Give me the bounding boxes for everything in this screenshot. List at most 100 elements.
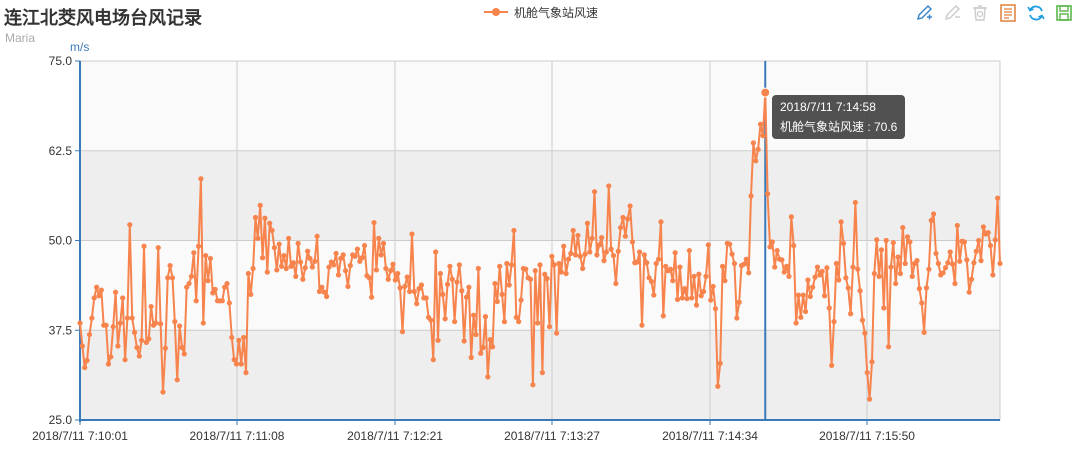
data-point (553, 330, 560, 336)
data-point (942, 265, 949, 271)
data-point (262, 215, 268, 221)
y-tick-label: 75.0 (49, 54, 73, 68)
data-point (613, 280, 619, 287)
data-point (878, 247, 885, 253)
x-tick-label: 2018/7/11 7:11:08 (190, 429, 285, 443)
data-point (243, 370, 249, 376)
data-point (532, 268, 538, 274)
grid-band (80, 330, 1000, 420)
data-point (238, 361, 244, 367)
data-point (840, 240, 847, 246)
data-point (176, 323, 183, 329)
data-point (77, 320, 83, 326)
data-point (120, 295, 126, 301)
data-point (293, 273, 299, 279)
data-point (897, 270, 904, 277)
legend-item[interactable]: 机舱气象站风速 (484, 4, 598, 20)
data-point (518, 297, 524, 303)
data-point (587, 249, 593, 255)
data-point (93, 284, 100, 290)
data-point (727, 241, 733, 247)
data-point (622, 233, 628, 239)
data-point (923, 285, 930, 291)
data-point (767, 244, 773, 250)
y-tick-label: 62.5 (49, 144, 73, 158)
data-point (556, 260, 562, 267)
data-point (494, 298, 500, 305)
data-point (774, 247, 780, 254)
tooltip-value: 机舱气象站风速 : 70.6 (780, 120, 898, 134)
data-point (819, 268, 825, 274)
data-point (670, 278, 676, 284)
data-point (810, 284, 816, 290)
data-point (734, 315, 740, 321)
data-point (423, 295, 429, 301)
data-point (871, 270, 877, 277)
data-point (134, 344, 140, 351)
data-point (591, 189, 598, 195)
data-point (369, 294, 375, 300)
data-point (468, 354, 474, 361)
data-point (316, 288, 323, 295)
data-point (84, 357, 90, 364)
data-point (112, 289, 119, 295)
restore-button[interactable] (970, 3, 990, 23)
data-point (582, 251, 588, 257)
data-point (916, 286, 922, 292)
data-point (722, 278, 728, 284)
data-point (274, 267, 280, 273)
data-point (305, 248, 311, 254)
data-point (850, 264, 856, 270)
data-point (188, 273, 195, 279)
data-point (392, 277, 398, 283)
refresh-button[interactable] (1026, 3, 1046, 23)
data-point (181, 351, 187, 357)
data-point (786, 273, 792, 279)
data-point (549, 253, 555, 259)
data-point (736, 299, 742, 305)
data-point (580, 265, 586, 272)
chart-title: 连江北茭风电场台风记录 (4, 8, 202, 29)
data-point (506, 282, 512, 288)
data-point (390, 261, 396, 267)
data-point (136, 353, 142, 359)
data-point (781, 269, 787, 275)
data-point (82, 364, 88, 371)
data-point (968, 276, 975, 282)
data-point (290, 260, 297, 266)
data-point (833, 260, 839, 267)
grid-band (80, 150, 1000, 241)
data-point (404, 274, 410, 280)
legend-swatch-icon (484, 5, 508, 19)
data-point (300, 276, 306, 282)
data-point (527, 276, 534, 282)
data-point (888, 264, 894, 270)
data-point (866, 396, 873, 402)
zoom-button[interactable] (914, 3, 934, 23)
toolbox (914, 3, 1074, 23)
data-point (485, 374, 491, 380)
data-view-button[interactable] (998, 3, 1018, 23)
zoom-reset-button[interactable] (942, 3, 962, 23)
data-point (207, 255, 214, 262)
data-point (376, 235, 382, 241)
chart-subtitle: Maria (5, 31, 36, 45)
x-tick-label: 2018/7/11 7:12:21 (347, 429, 443, 443)
data-point (610, 252, 617, 259)
data-point (440, 291, 446, 297)
data-point (575, 232, 581, 239)
data-point (648, 278, 655, 285)
data-point (798, 314, 804, 320)
data-point (769, 239, 775, 245)
data-point (826, 305, 832, 311)
data-point (418, 282, 425, 288)
data-point (475, 265, 481, 272)
data-point (997, 260, 1003, 267)
data-point (454, 279, 460, 285)
data-point (885, 344, 892, 350)
save-image-button[interactable] (1054, 3, 1074, 23)
data-point (682, 286, 688, 292)
data-point (876, 273, 882, 279)
data-point (589, 235, 595, 241)
data-point (755, 146, 761, 152)
